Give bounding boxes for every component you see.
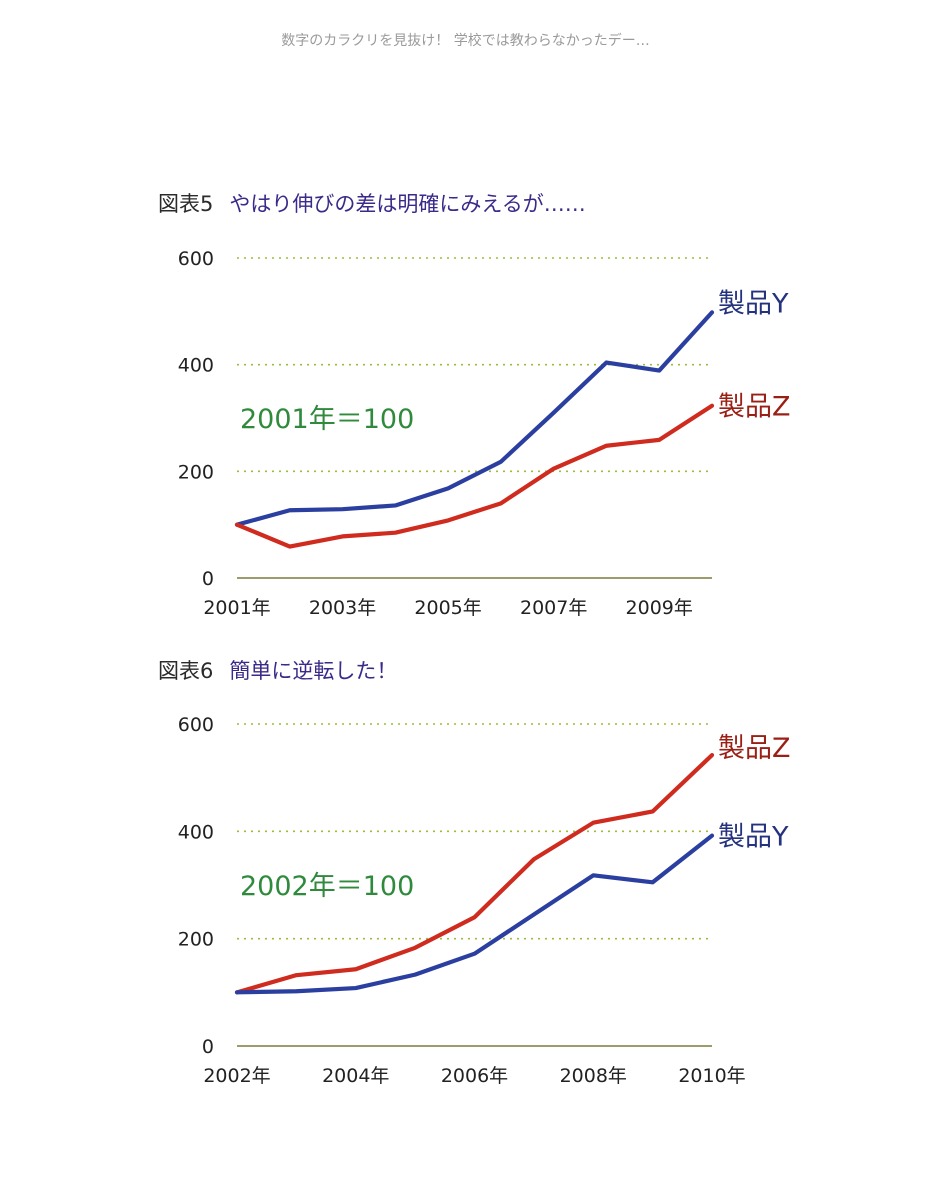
chart-figure-6: 0 200 400 600 2002年 2004年 2006年 2008年 2010年 2002年… — [178, 714, 791, 1087]
series-line — [234, 833, 715, 995]
x-tick-label: 2006年 — [441, 1065, 508, 1087]
figure-5-caption: やはり伸びの差は明確にみえるが…… — [229, 192, 586, 216]
x-tick-label: 2007年 — [520, 597, 587, 619]
figure-6-number: 図表6 — [158, 659, 214, 683]
figure-6-title: 図表6 簡単に逆転した！ — [158, 655, 397, 685]
x-tick-label: 2009年 — [626, 597, 693, 619]
y-tick-label: 0 — [202, 568, 214, 590]
page-header: 数字のカラクリを見抜け！ 学校では教わらなかったデー… — [281, 33, 650, 49]
y-tick-label: 400 — [178, 821, 214, 843]
chart-figure-5: 0 200 400 600 2001年 2003年 2005年 2007年 2009年 2001年… — [178, 248, 791, 619]
x-tick-label: 2010年 — [678, 1065, 745, 1087]
series-line — [234, 403, 715, 549]
figure-5-number: 図表5 — [158, 192, 214, 216]
series-label: 製品Z — [718, 733, 791, 764]
x-tick-label: 2005年 — [414, 597, 481, 619]
x-tick-label: 2008年 — [560, 1065, 627, 1087]
series-label: 製品Y — [718, 822, 789, 853]
series-label: 製品Y — [718, 288, 789, 319]
y-tick-label: 200 — [178, 461, 214, 483]
x-tick-label: 2001年 — [203, 597, 270, 619]
figure-5-title: 図表5 やはり伸びの差は明確にみえるが…… — [158, 188, 586, 218]
y-tick-label: 400 — [178, 355, 214, 377]
base-year-note: 2001年＝100 — [240, 404, 414, 435]
x-tick-label: 2002年 — [203, 1065, 270, 1087]
y-tick-label: 200 — [178, 929, 214, 951]
figure-6-caption: 簡単に逆転した！ — [229, 659, 398, 683]
y-tick-label: 600 — [178, 248, 214, 270]
base-year-note: 2002年＝100 — [240, 871, 414, 902]
x-tick-label: 2003年 — [309, 597, 376, 619]
x-tick-label: 2004年 — [322, 1065, 389, 1087]
y-tick-label: 0 — [202, 1036, 214, 1058]
series-line — [234, 310, 715, 527]
series-label: 製品Z — [718, 392, 791, 423]
series-line — [234, 753, 715, 995]
y-tick-label: 600 — [178, 714, 214, 736]
